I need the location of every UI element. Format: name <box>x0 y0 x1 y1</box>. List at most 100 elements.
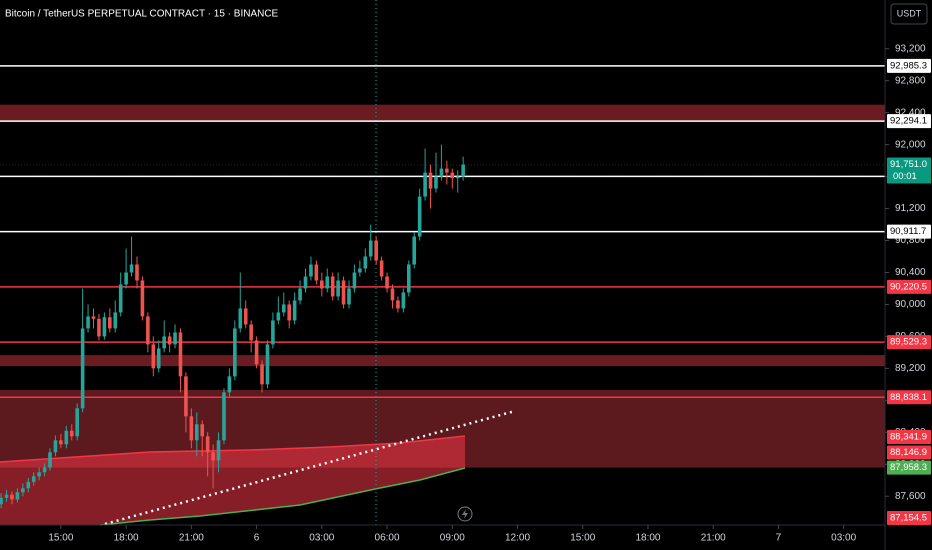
candle-body <box>53 440 58 453</box>
y-tick-label: 92,000 <box>895 139 926 150</box>
level-label: 92,985.3 <box>890 60 927 71</box>
candle-body <box>265 344 270 385</box>
candle-body <box>178 332 183 377</box>
indicator-label-bg <box>887 460 931 475</box>
candle-body <box>352 272 357 289</box>
axis: 87,60088,00088,40088,80089,20089,60090,0… <box>48 43 931 544</box>
candle-body <box>396 300 400 309</box>
y-tick-label: 87,600 <box>895 491 926 502</box>
candle-body <box>341 280 346 305</box>
candle-body <box>10 494 14 500</box>
y-tick-label: 89,200 <box>895 363 926 374</box>
zone <box>0 104 885 122</box>
y-tick-label: 91,200 <box>895 203 926 214</box>
candle-body <box>200 424 205 437</box>
candle-body <box>194 424 199 441</box>
candle-body <box>140 280 145 317</box>
indicator-label: 87,154.5 <box>890 513 927 524</box>
candle-body <box>314 264 319 281</box>
candle-body <box>113 312 118 329</box>
y-tick-label: 90,400 <box>895 267 926 278</box>
candle-body <box>189 416 194 441</box>
candle-body <box>42 467 47 473</box>
candles <box>0 144 465 509</box>
candle-body <box>238 308 243 329</box>
candle-body <box>434 176 438 189</box>
candle-body <box>292 300 297 321</box>
level-label-bg <box>887 224 931 239</box>
candle-body <box>216 440 221 461</box>
level-label-bg <box>887 390 931 405</box>
candle-body <box>347 288 351 305</box>
x-tick-label: 18:00 <box>635 533 660 544</box>
candle-body <box>21 488 25 493</box>
x-tick-label: 15:00 <box>48 533 73 544</box>
currency-button[interactable] <box>890 3 928 25</box>
candle-body <box>69 430 74 437</box>
candle-body <box>118 284 123 313</box>
zone <box>0 355 885 367</box>
indicator-lower <box>99 467 466 526</box>
candle-body <box>129 264 134 273</box>
candle-body <box>379 260 384 277</box>
candle-body <box>385 276 389 289</box>
candle-body <box>260 364 264 385</box>
candle-body <box>0 497 3 505</box>
candle-body <box>254 340 259 365</box>
level-label: 90,220.5 <box>890 281 927 292</box>
y-tick-label: 92,400 <box>895 107 926 118</box>
indicator-label: 87,958.3 <box>890 462 927 473</box>
x-tick-label: 18:00 <box>114 533 139 544</box>
candle-body <box>162 336 166 349</box>
candle-body <box>439 168 444 177</box>
last-price-label-bg <box>887 157 931 184</box>
level-label: 90,911.7 <box>890 226 926 237</box>
x-tick-label: 12:00 <box>505 533 530 544</box>
candle-body <box>303 276 308 289</box>
levels <box>0 65 885 399</box>
candle-body <box>124 272 128 285</box>
last-price-label: 91,751.0 <box>890 159 927 170</box>
candle-body <box>222 392 226 441</box>
indicator-label: 88,146.9 <box>890 447 927 458</box>
candle-body <box>151 344 156 369</box>
candle-body <box>167 336 172 345</box>
replay-icon[interactable] <box>457 506 473 522</box>
level-label-bg <box>887 114 931 129</box>
candle-body <box>184 376 188 417</box>
candle-body <box>15 492 20 500</box>
candle-body <box>211 452 215 461</box>
candle-body <box>108 317 112 329</box>
candle-body <box>227 376 232 393</box>
indicator-cloud <box>0 436 465 525</box>
candle-body <box>249 324 253 341</box>
level-label-bg <box>887 58 931 73</box>
candle-body <box>358 268 362 273</box>
candle-body <box>287 304 292 321</box>
y-tick-label: 90,000 <box>895 299 926 310</box>
candle-body <box>26 481 31 489</box>
x-tick-label: 06:00 <box>375 533 400 544</box>
candle-body <box>233 328 237 377</box>
trendline <box>104 409 516 526</box>
candle-body <box>205 436 210 453</box>
countdown: 00:01 <box>893 171 917 182</box>
x-tick-label: 6 <box>254 533 260 544</box>
candle-body <box>461 164 465 177</box>
candle-body <box>368 240 373 257</box>
candle-body <box>276 312 281 321</box>
candle-body <box>363 256 368 269</box>
indicator-label-bg <box>887 511 931 525</box>
candle-body <box>450 172 455 179</box>
candle-body <box>243 308 248 325</box>
x-tick-label: 21:00 <box>701 533 726 544</box>
indicator-label-bg <box>887 429 931 444</box>
candle-body <box>173 332 177 345</box>
candle-body <box>455 176 460 179</box>
candle-body <box>401 292 406 309</box>
x-tick-label: 03:00 <box>309 533 334 544</box>
replay-icon-bolt <box>462 509 468 519</box>
level-label-bg <box>887 335 931 350</box>
candle-body <box>390 288 395 301</box>
